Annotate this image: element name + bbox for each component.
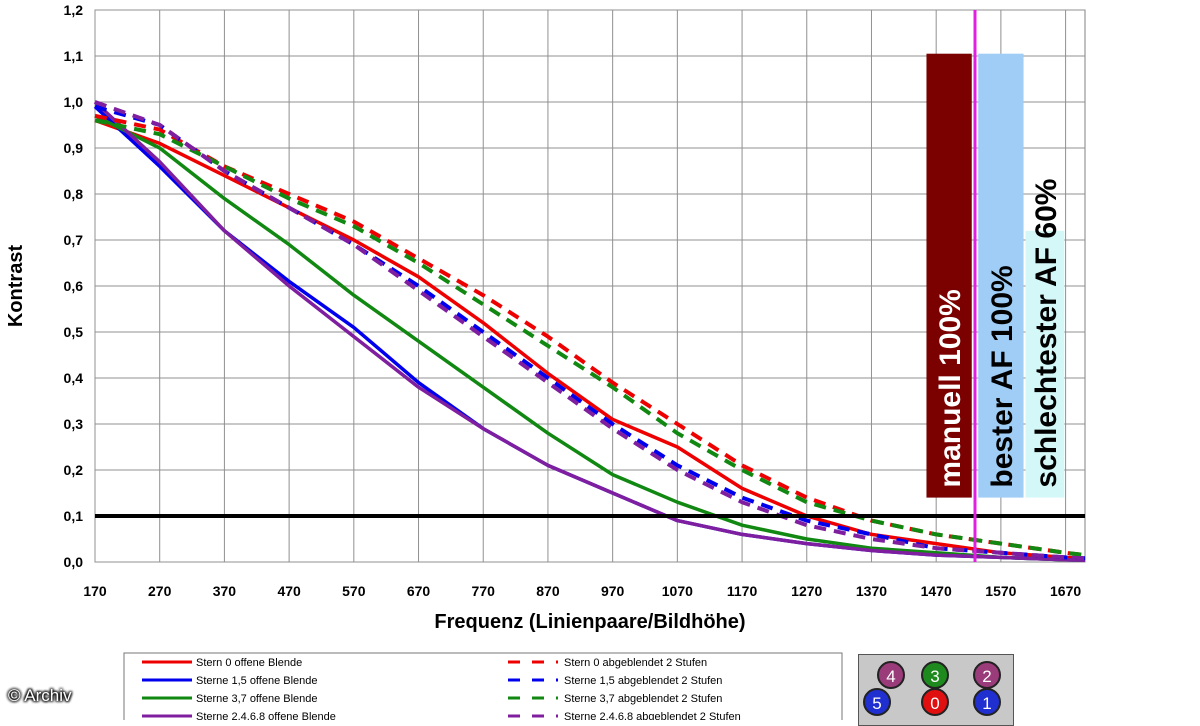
y-tick-label: 1,1 <box>64 48 84 64</box>
star-marker: 4 <box>877 661 905 689</box>
x-tick-label: 1170 <box>727 583 758 599</box>
legend: Stern 0 offene Blende Sterne 1,5 offene B… <box>123 652 843 720</box>
x-tick-label: 1070 <box>662 583 693 599</box>
star-marker: 0 <box>921 688 949 716</box>
reference-lines <box>95 10 1085 562</box>
focus-bars: manuell 100% bester AF 100% schlechtester … <box>926 53 1065 498</box>
series-line <box>93 100 1086 562</box>
x-tick-label: 1670 <box>1050 583 1081 599</box>
x-tick-label: 970 <box>601 583 625 599</box>
x-tick-label: 570 <box>342 583 366 599</box>
x-tick-label: 470 <box>277 583 301 599</box>
legend-entry: Sterne 2,4,6,8 abgeblendet 2 Stufen <box>564 711 741 720</box>
series-line <box>94 118 1086 558</box>
y-tick-label: 0,3 <box>64 416 84 432</box>
y-axis-title: Kontrast <box>5 245 27 328</box>
y-tick-labels: 0,0 0,1 0,2 0,3 0,4 0,5 0,6 0,7 0,8 0,9 1,0 1,1 1,2 <box>64 2 84 570</box>
y-tick-label: 0,4 <box>64 370 84 386</box>
y-tick-label: 0,0 <box>64 554 84 570</box>
y-tick-label: 0,6 <box>64 278 84 294</box>
copyright-label: © Archiv <box>8 686 72 705</box>
x-tick-label: 870 <box>536 583 560 599</box>
y-tick-label: 0,1 <box>64 508 84 524</box>
legend-entry: Sterne 2,4,6,8 offene Blende <box>196 711 336 720</box>
legend-frame <box>123 652 843 720</box>
legend-entry: Stern 0 abgeblendet 2 Stufen <box>564 657 707 669</box>
y-tick-label: 1,0 <box>64 94 84 110</box>
x-axis-title: Frequenz (Linienpaare/Bildhöhe) <box>434 611 745 633</box>
x-tick-label: 770 <box>472 583 496 599</box>
focus-bar <box>1025 230 1065 498</box>
y-tick-label: 1,2 <box>64 2 84 18</box>
x-tick-label: 1470 <box>921 583 952 599</box>
star-marker: 3 <box>921 661 949 689</box>
series-line <box>94 100 1086 561</box>
focus-bar <box>926 53 972 498</box>
x-tick-label: 1570 <box>985 583 1016 599</box>
star-marker: 2 <box>973 661 1001 689</box>
series-line <box>94 118 1086 561</box>
focus-bar-label: schlechtester AF 60% <box>1030 179 1063 488</box>
y-tick-label: 0,7 <box>64 232 84 248</box>
x-tick-label: 370 <box>213 583 237 599</box>
x-tick-label: 1370 <box>856 583 887 599</box>
x-tick-label: 670 <box>407 583 431 599</box>
legend-entry: Sterne 1,5 abgeblendet 2 Stufen <box>564 675 722 687</box>
legend-entry: Sterne 3,7 abgeblendet 2 Stufen <box>564 693 722 705</box>
y-tick-label: 0,5 <box>64 324 84 340</box>
x-tick-label: 1270 <box>791 583 822 599</box>
legend-entry: Sterne 1,5 offene Blende <box>196 675 318 687</box>
legend-entry: Stern 0 offene Blende <box>196 657 302 669</box>
y-tick-label: 0,9 <box>64 140 84 156</box>
star-marker: 5 <box>863 688 891 716</box>
focus-bar-label: manuell 100% <box>934 289 967 487</box>
x-tick-labels: 170 270 370 470 570 670 770 870 970 1070 1170 1270 1… <box>83 583 1081 599</box>
legend-entry: Sterne 3,7 offene Blende <box>196 693 318 705</box>
x-tick-label: 270 <box>148 583 172 599</box>
focus-bar <box>978 53 1024 498</box>
series-lines <box>93 100 1086 562</box>
star-marker: 1 <box>973 688 1001 716</box>
x-tick-label: 170 <box>83 583 107 599</box>
focus-bar-label: bester AF 100% <box>986 265 1019 487</box>
y-tick-label: 0,8 <box>64 186 84 202</box>
y-tick-label: 0,2 <box>64 462 84 478</box>
